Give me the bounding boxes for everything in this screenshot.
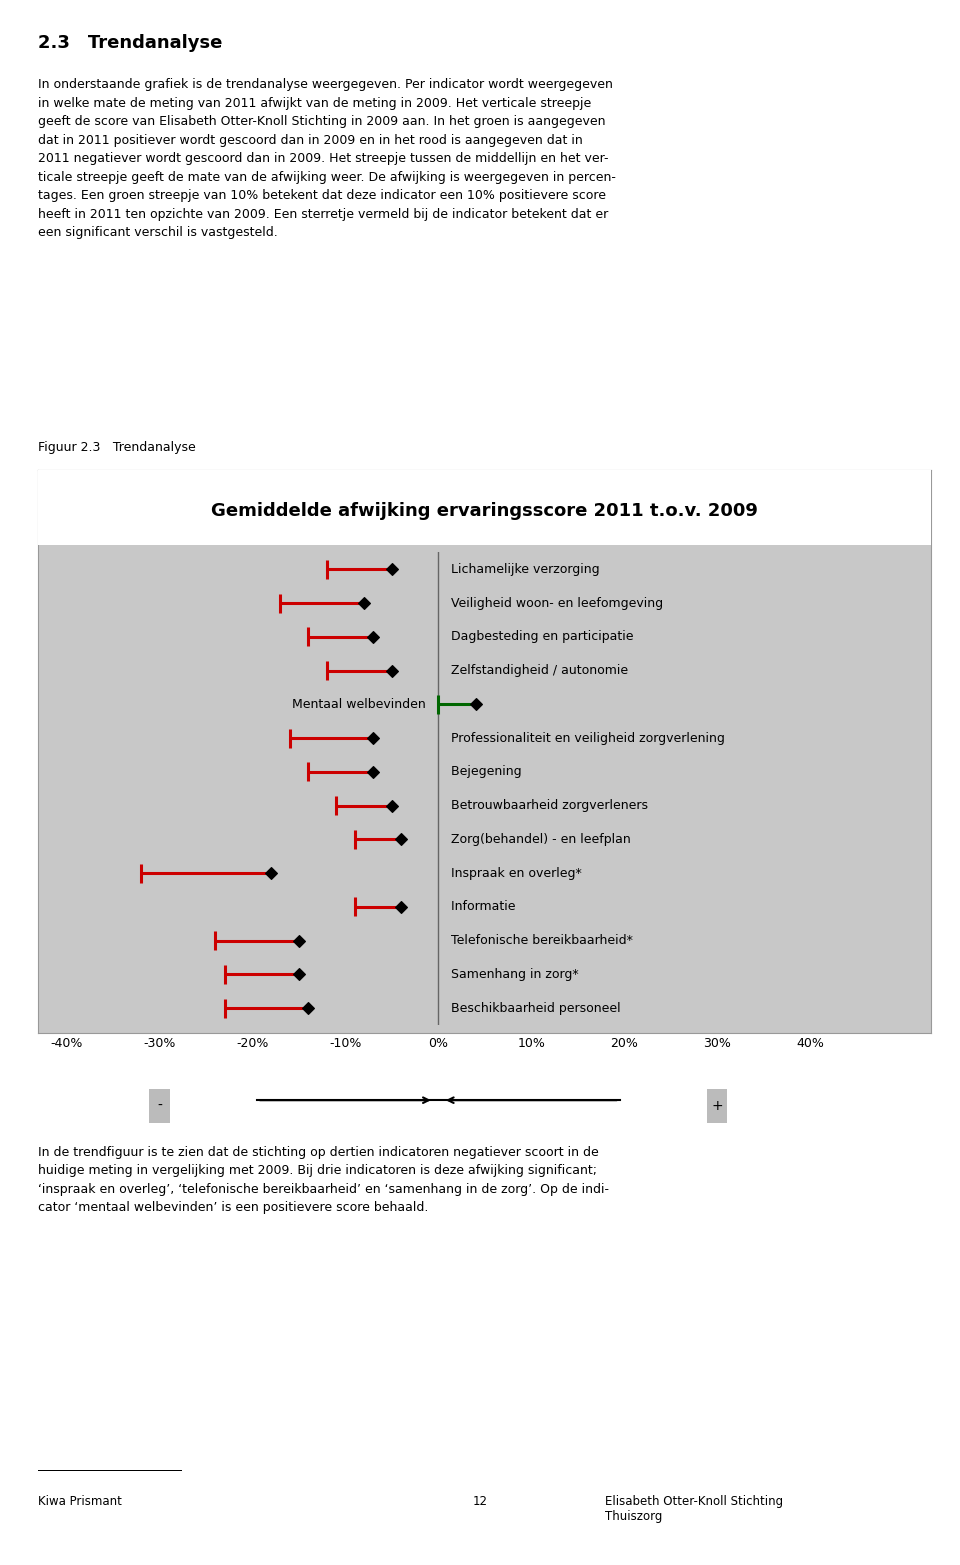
Text: Betrouwbaarheid zorgverleners: Betrouwbaarheid zorgverleners — [443, 800, 648, 812]
Text: Informatie: Informatie — [443, 900, 516, 914]
Bar — [707, 1089, 728, 1124]
Text: Kiwa Prismant: Kiwa Prismant — [38, 1495, 122, 1507]
Text: +: + — [711, 1099, 723, 1113]
Text: -20%: -20% — [236, 1036, 269, 1050]
Text: Telefonische bereikbaarheid*: Telefonische bereikbaarheid* — [443, 934, 633, 947]
Text: 2.3 Trendanalyse: 2.3 Trendanalyse — [38, 34, 223, 53]
Text: In onderstaande grafiek is de trendanalyse weergegeven. Per indicator wordt weer: In onderstaande grafiek is de trendanaly… — [38, 78, 616, 239]
Text: 12: 12 — [472, 1495, 488, 1507]
Text: Samenhang in zorg*: Samenhang in zorg* — [443, 967, 579, 981]
Text: -10%: -10% — [329, 1036, 362, 1050]
Text: Bejegening: Bejegening — [443, 765, 521, 778]
Text: -40%: -40% — [50, 1036, 83, 1050]
Text: Zelfstandigheid / autonomie: Zelfstandigheid / autonomie — [443, 664, 628, 678]
Text: In de trendfiguur is te zien dat de stichting op dertien indicatoren negatiever : In de trendfiguur is te zien dat de stic… — [38, 1146, 610, 1214]
Text: Beschikbaarheid personeel: Beschikbaarheid personeel — [443, 1002, 620, 1014]
Text: 10%: 10% — [517, 1036, 545, 1050]
Text: Mentaal welbevinden: Mentaal welbevinden — [292, 698, 434, 711]
Text: 0%: 0% — [428, 1036, 448, 1050]
Text: -: - — [157, 1099, 162, 1113]
Text: 40%: 40% — [796, 1036, 824, 1050]
Text: 30%: 30% — [704, 1036, 732, 1050]
Text: 20%: 20% — [611, 1036, 638, 1050]
Text: Dagbesteding en participatie: Dagbesteding en participatie — [443, 631, 634, 643]
Bar — [150, 1089, 170, 1124]
Text: Veiligheid woon- en leefomgeving: Veiligheid woon- en leefomgeving — [443, 596, 663, 610]
Text: Elisabeth Otter-Knoll Stichting
Thuiszorg: Elisabeth Otter-Knoll Stichting Thuiszor… — [605, 1495, 783, 1523]
Text: Zorg(behandel) - en leefplan: Zorg(behandel) - en leefplan — [443, 833, 631, 847]
Text: Figuur 2.3 Trendanalyse: Figuur 2.3 Trendanalyse — [38, 441, 196, 454]
Text: Professionaliteit en veiligheid zorgverlening: Professionaliteit en veiligheid zorgverl… — [443, 731, 725, 745]
Text: -30%: -30% — [143, 1036, 176, 1050]
Text: Lichamelijke verzorging: Lichamelijke verzorging — [443, 563, 600, 576]
Text: Inspraak en overleg*: Inspraak en overleg* — [443, 867, 582, 880]
Text: Gemiddelde afwijking ervaringsscore 2011 t.o.v. 2009: Gemiddelde afwijking ervaringsscore 2011… — [211, 502, 758, 520]
